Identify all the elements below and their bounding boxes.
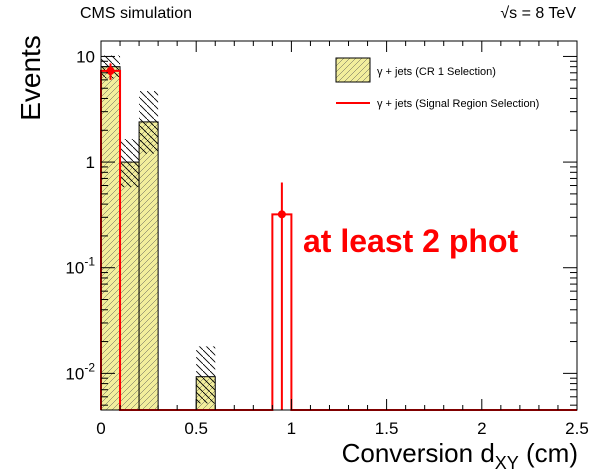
x-axis-label-main: Conversion d bbox=[342, 438, 495, 468]
header-right: √s = 8 TeV bbox=[500, 5, 576, 22]
cr1-bar-1 bbox=[119, 161, 140, 411]
x-tick-label: 0 bbox=[96, 419, 105, 438]
cr1-uncertainty-band-3 bbox=[196, 346, 216, 404]
cr1-bar-2 bbox=[138, 121, 159, 411]
legend: γ + jets (CR 1 Selection) γ + jets (Sign… bbox=[335, 57, 539, 110]
y-tick-label-base: 10 bbox=[65, 364, 84, 383]
y-tick-label-exponent: -1 bbox=[84, 255, 95, 269]
legend-label-cr1: γ + jets (CR 1 Selection) bbox=[377, 66, 496, 78]
y-tick-label-base: 1 bbox=[86, 153, 95, 172]
x-axis-label-sub: XY bbox=[495, 453, 519, 473]
legend-swatch-cr1 bbox=[335, 57, 371, 83]
y-tick-label: 10 bbox=[76, 47, 95, 66]
signal-point-1 bbox=[277, 210, 286, 219]
legend-label-signal: γ + jets (Signal Region Selection) bbox=[377, 98, 539, 110]
cr1-uncertainty-band-2 bbox=[139, 91, 159, 154]
y-axis-label: Events bbox=[15, 35, 46, 121]
y-tick-label-base: 10 bbox=[65, 259, 84, 278]
x-tick-label: 0.5 bbox=[184, 419, 208, 438]
x-axis-label: Conversion dXY (cm) bbox=[342, 438, 578, 473]
x-tick-label: 2.5 bbox=[565, 419, 589, 438]
plot-frame bbox=[100, 40, 578, 411]
y-tick-label: 10-1 bbox=[65, 255, 95, 278]
x-axis-label-unit: (cm) bbox=[519, 438, 578, 468]
cr1-uncertainty-band-1 bbox=[120, 139, 140, 188]
annotation-text: at least 2 phot bbox=[303, 223, 519, 259]
y-tick-label-base: 10 bbox=[76, 47, 95, 66]
header-left: CMS simulation bbox=[80, 5, 192, 22]
y-tick-label-exponent: -2 bbox=[84, 360, 95, 374]
y-tick-label: 10-2 bbox=[65, 360, 95, 383]
x-tick-label: 1.5 bbox=[375, 419, 399, 438]
x-tick-label: 2 bbox=[477, 419, 486, 438]
cr1-bar-0 bbox=[100, 66, 121, 411]
signal-point-0 bbox=[106, 66, 115, 75]
x-tick-label: 1 bbox=[287, 419, 296, 438]
y-tick-label: 1 bbox=[86, 153, 95, 172]
